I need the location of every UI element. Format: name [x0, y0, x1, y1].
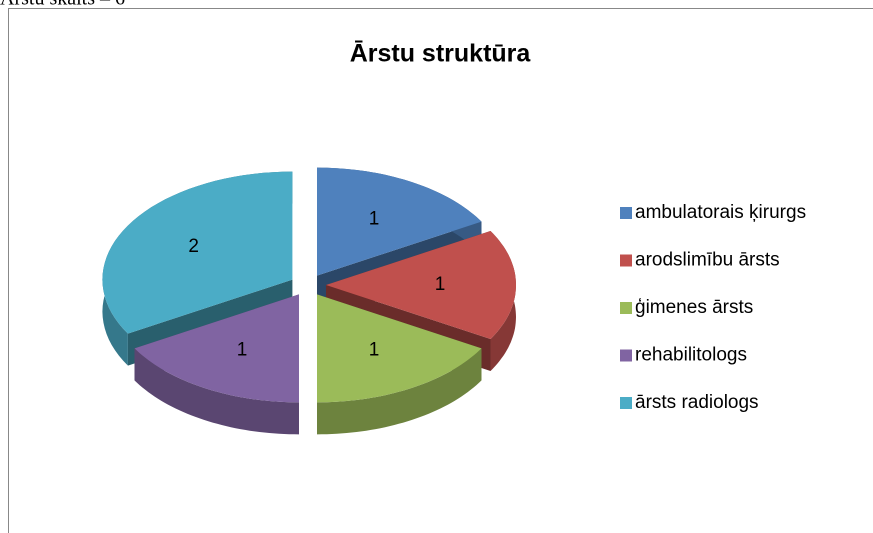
legend-label: ģimenes ārsts	[635, 297, 753, 318]
data-label: 1	[435, 274, 446, 295]
slice-side	[317, 348, 482, 435]
data-label: 1	[369, 209, 380, 230]
slice-side	[134, 348, 299, 435]
data-label: 2	[188, 236, 199, 257]
legend-swatch	[620, 349, 632, 362]
legend-label: ārsts radiologs	[635, 392, 759, 413]
data-label: 1	[369, 339, 380, 360]
heading: Ārstu skaits – 6	[0, 0, 125, 10]
slice	[102, 171, 293, 334]
chart-title: Ārstu struktūra	[350, 40, 532, 68]
slice	[317, 294, 482, 403]
slice	[317, 167, 482, 276]
legend-swatch	[620, 397, 632, 409]
legend-label: arodslimību ārsts	[635, 250, 780, 271]
legend-label: rehabilitologs	[635, 345, 747, 366]
legend-label: ambulatorais ķirurgs	[635, 202, 806, 223]
legend-swatch	[620, 207, 632, 219]
slice	[326, 231, 516, 339]
legend-swatch	[620, 254, 632, 267]
legend-swatch	[620, 302, 632, 314]
data-label: 1	[237, 339, 248, 360]
slice	[134, 294, 299, 403]
